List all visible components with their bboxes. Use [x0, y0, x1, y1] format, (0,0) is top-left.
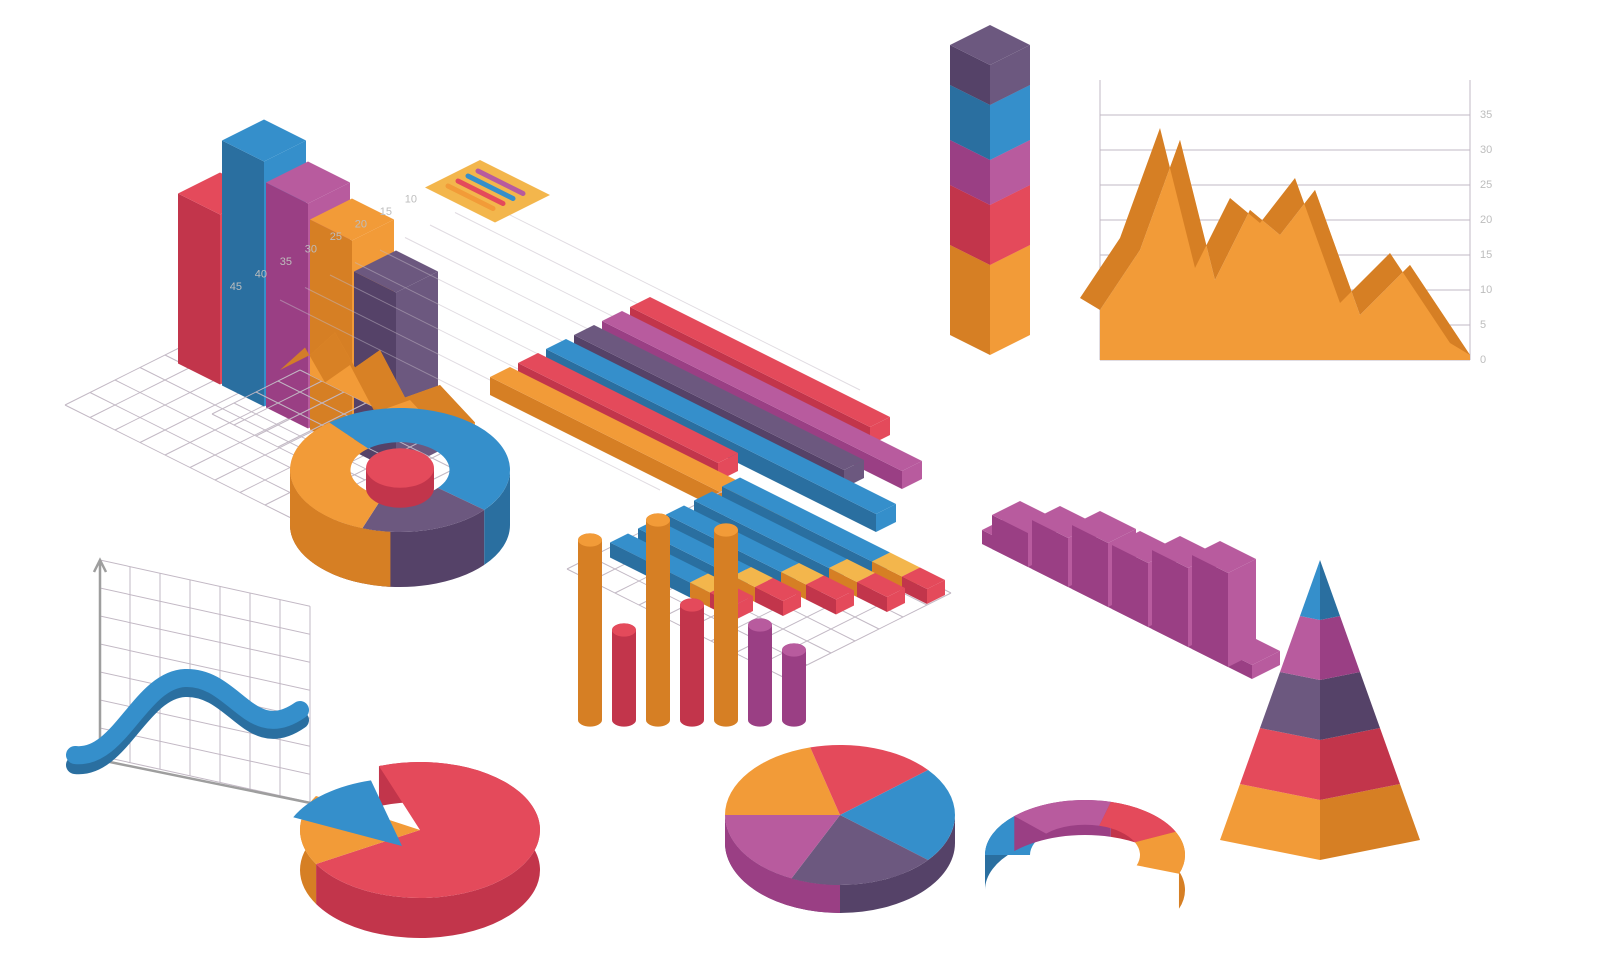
- svg-text:35: 35: [1480, 109, 1492, 121]
- donut-3d: [290, 408, 510, 587]
- svg-text:5: 5: [1480, 319, 1486, 331]
- area-large: 0 5 10 15 20 25 30 35: [1080, 80, 1492, 366]
- svg-text:15: 15: [1480, 249, 1492, 261]
- svg-text:30: 30: [305, 244, 317, 256]
- svg-text:10: 10: [405, 194, 417, 206]
- svg-text:45: 45: [230, 281, 242, 293]
- svg-text:25: 25: [1480, 179, 1492, 191]
- svg-text:40: 40: [255, 269, 267, 281]
- stacked-column: [950, 25, 1030, 355]
- isometric-chart-collection: 0 10 15 20 25 30 35 40 45 0 5 10 15 20 25 30 35: [0, 0, 1605, 980]
- wave-chart: [75, 560, 335, 816]
- svg-text:30: 30: [1480, 144, 1492, 156]
- pie-multicolor: [725, 745, 955, 913]
- pie-exploded: [293, 762, 540, 938]
- svg-text:35: 35: [280, 256, 292, 268]
- svg-text:25: 25: [330, 231, 342, 243]
- svg-text:10: 10: [1480, 284, 1492, 296]
- svg-text:0: 0: [1480, 354, 1486, 366]
- svg-text:15: 15: [380, 206, 392, 218]
- steps-purple: [982, 501, 1280, 679]
- svg-text:20: 20: [355, 219, 367, 231]
- arc-ribbon: [985, 800, 1185, 909]
- svg-text:20: 20: [1480, 214, 1492, 226]
